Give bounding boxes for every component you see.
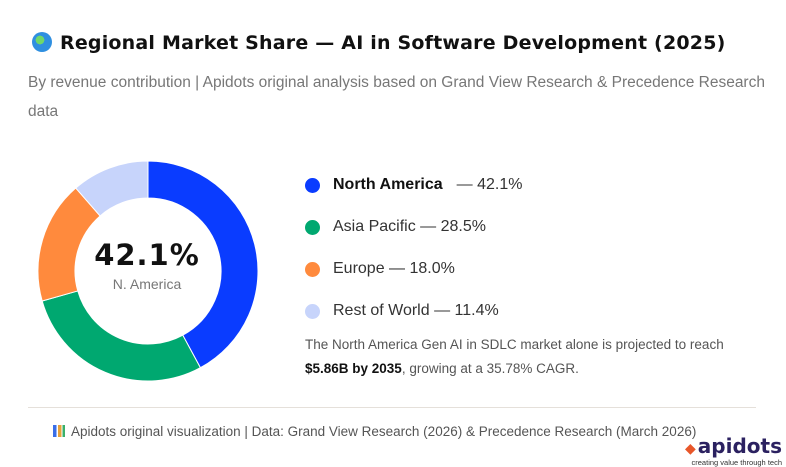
legend-value: — 28.5%	[420, 218, 486, 235]
logo-tagline: creating value through tech	[691, 458, 782, 467]
center-value: 42.1%	[94, 238, 200, 272]
footer-text: Apidots original visualization | Data: G…	[71, 424, 697, 439]
legend-value: — 18.0%	[389, 260, 455, 277]
legend-dot	[305, 177, 320, 193]
legend-dot	[305, 303, 320, 319]
apidots-logo: ◆ apidots creating value through tech	[685, 434, 782, 467]
center-label: N. America	[112, 276, 182, 292]
legend-item-asia-pacific: Asia Pacific — 28.5%	[305, 206, 522, 248]
donut-slice-rest-of-world	[75, 160, 149, 217]
logo-mark-icon: ◆	[685, 441, 696, 457]
legend-value: — 42.1%	[456, 176, 523, 193]
donut-slice-north-america	[147, 160, 259, 369]
legend-value: — 11.4%	[434, 302, 499, 319]
legend-label: Asia Pacific	[333, 218, 416, 235]
chart-title: Regional Market Share — AI in Software D…	[32, 32, 726, 54]
title-text: Regional Market Share — AI in Software D…	[60, 32, 726, 54]
note-text: The North America Gen AI in SDLC market …	[305, 337, 724, 352]
donut-chart	[37, 160, 259, 382]
bar-chart-icon	[53, 425, 65, 437]
footer-source: Apidots original visualization | Data: G…	[53, 424, 696, 439]
logo-text: apidots	[697, 434, 782, 458]
legend-dot	[305, 219, 320, 235]
legend-item-rest-of-world: Rest of World — 11.4%	[305, 290, 522, 332]
note-highlight: $5.86B by 2035	[305, 361, 402, 376]
divider	[28, 407, 756, 408]
globe-icon	[32, 32, 52, 52]
legend-item-europe: Europe — 18.0%	[305, 248, 522, 290]
legend-dot	[305, 261, 320, 277]
legend-label: Europe	[333, 260, 385, 277]
legend-label: Rest of World	[333, 302, 430, 319]
projection-note: The North America Gen AI in SDLC market …	[305, 333, 765, 381]
legend: North America — 42.1% Asia Pacific — 28.5…	[305, 164, 522, 332]
note-text-end: , growing at a 35.78% CAGR.	[401, 361, 579, 376]
legend-label: North America	[333, 176, 443, 193]
donut-slice-asia-pacific	[41, 290, 202, 382]
legend-item-north-america: North America — 42.1%	[305, 164, 522, 206]
chart-subtitle: By revenue contribution | Apidots origin…	[28, 74, 765, 120]
